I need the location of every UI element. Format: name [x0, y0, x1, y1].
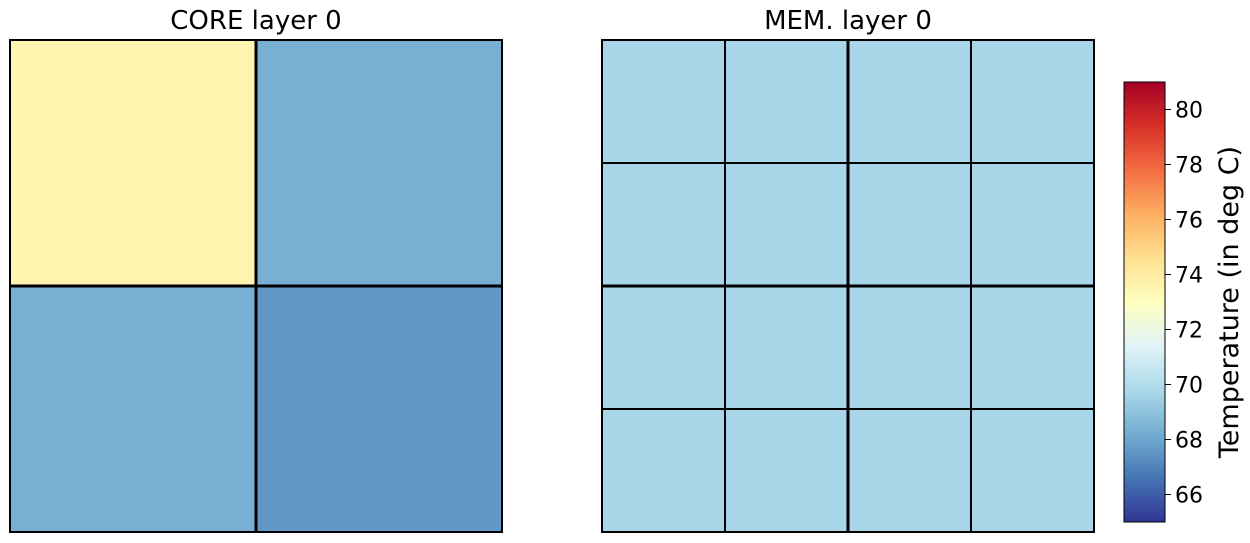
colorbar-tick-label: 78	[1175, 154, 1203, 179]
core-heatmap-title: CORE layer 0	[170, 6, 342, 36]
colorbar-tick-label: 66	[1175, 484, 1203, 509]
mem-cell-r3-c0	[601, 408, 726, 533]
colorbar: 66 68 70 72 74 76 78 80 Temperature (in deg C)	[1123, 81, 1245, 523]
mem-cell-r0-c1	[724, 39, 849, 164]
colorbar-tick-label: 80	[1175, 99, 1203, 124]
mem-frame	[601, 39, 1095, 533]
colorbar-gradient	[1123, 81, 1166, 523]
core-cell-r0-c0	[9, 39, 257, 287]
mem-cell-r2-c3	[970, 285, 1095, 410]
mem-cell-r0-c3	[970, 39, 1095, 164]
core-cell-r1-c1	[255, 285, 503, 533]
mem-cell-r3-c2	[847, 408, 972, 533]
core-cell-r0-c1	[255, 39, 503, 287]
mem-cell-r2-c1	[724, 285, 849, 410]
colorbar-tick-label: 68	[1175, 429, 1203, 454]
colorbar-ticks: 66 68 70 72 74 76 78 80	[1165, 99, 1203, 509]
core-heatmap	[9, 39, 503, 533]
mem-cell-r3-c1	[724, 408, 849, 533]
core-frame	[9, 39, 503, 533]
mem-heatmap	[601, 39, 1095, 533]
mem-cell-r3-c3	[970, 408, 1095, 533]
colorbar-tick-label: 70	[1175, 374, 1203, 399]
colorbar-tick-label: 76	[1175, 209, 1203, 234]
mem-heatmap-title: MEM. layer 0	[764, 6, 932, 36]
colorbar-tick-label: 74	[1175, 264, 1203, 289]
mem-cell-r2-c0	[601, 285, 726, 410]
mem-cell-r0-c2	[847, 39, 972, 164]
mem-cell-r1-c1	[724, 162, 849, 287]
colorbar-tick-label: 72	[1175, 319, 1203, 344]
core-cell-r1-c0	[9, 285, 257, 533]
mem-cell-r0-c0	[601, 39, 726, 164]
mem-cell-r1-c3	[970, 162, 1095, 287]
mem-cell-r2-c2	[847, 285, 972, 410]
mem-cell-r1-c2	[847, 162, 972, 287]
mem-cell-r1-c0	[601, 162, 726, 287]
colorbar-label: Temperature (in deg C)	[1214, 146, 1245, 459]
